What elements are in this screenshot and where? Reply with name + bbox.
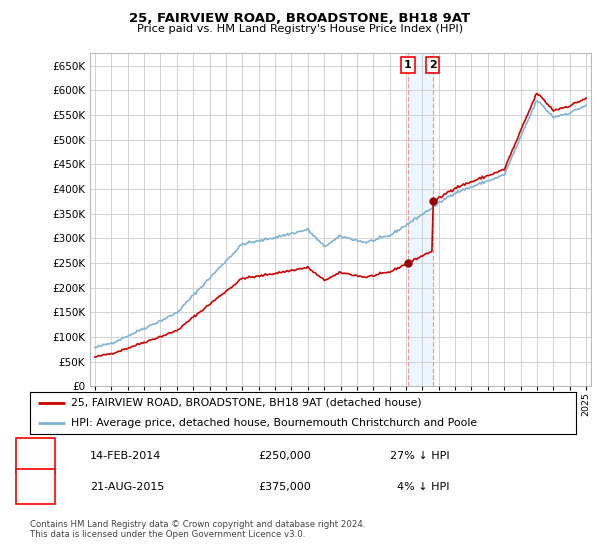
- Text: 25, FAIRVIEW ROAD, BROADSTONE, BH18 9AT: 25, FAIRVIEW ROAD, BROADSTONE, BH18 9AT: [130, 12, 470, 25]
- Bar: [408, 53, 433, 386]
- Text: £250,000: £250,000: [258, 451, 311, 461]
- Text: HPI: Average price, detached house, Bournemouth Christchurch and Poole: HPI: Average price, detached house, Bour…: [71, 418, 477, 428]
- Text: 4% ↓ HPI: 4% ↓ HPI: [390, 482, 449, 492]
- Text: 27% ↓ HPI: 27% ↓ HPI: [390, 451, 449, 461]
- Text: Price paid vs. HM Land Registry's House Price Index (HPI): Price paid vs. HM Land Registry's House …: [137, 24, 463, 34]
- Text: 25, FAIRVIEW ROAD, BROADSTONE, BH18 9AT (detached house): 25, FAIRVIEW ROAD, BROADSTONE, BH18 9AT …: [71, 398, 422, 408]
- Text: £375,000: £375,000: [258, 482, 311, 492]
- Text: 2: 2: [429, 60, 437, 70]
- Text: 21-AUG-2015: 21-AUG-2015: [90, 482, 164, 492]
- Text: 14-FEB-2014: 14-FEB-2014: [90, 451, 161, 461]
- Text: 2: 2: [32, 482, 40, 492]
- Text: 1: 1: [32, 451, 40, 461]
- Text: Contains HM Land Registry data © Crown copyright and database right 2024.
This d: Contains HM Land Registry data © Crown c…: [30, 520, 365, 539]
- Text: 1: 1: [404, 60, 412, 70]
